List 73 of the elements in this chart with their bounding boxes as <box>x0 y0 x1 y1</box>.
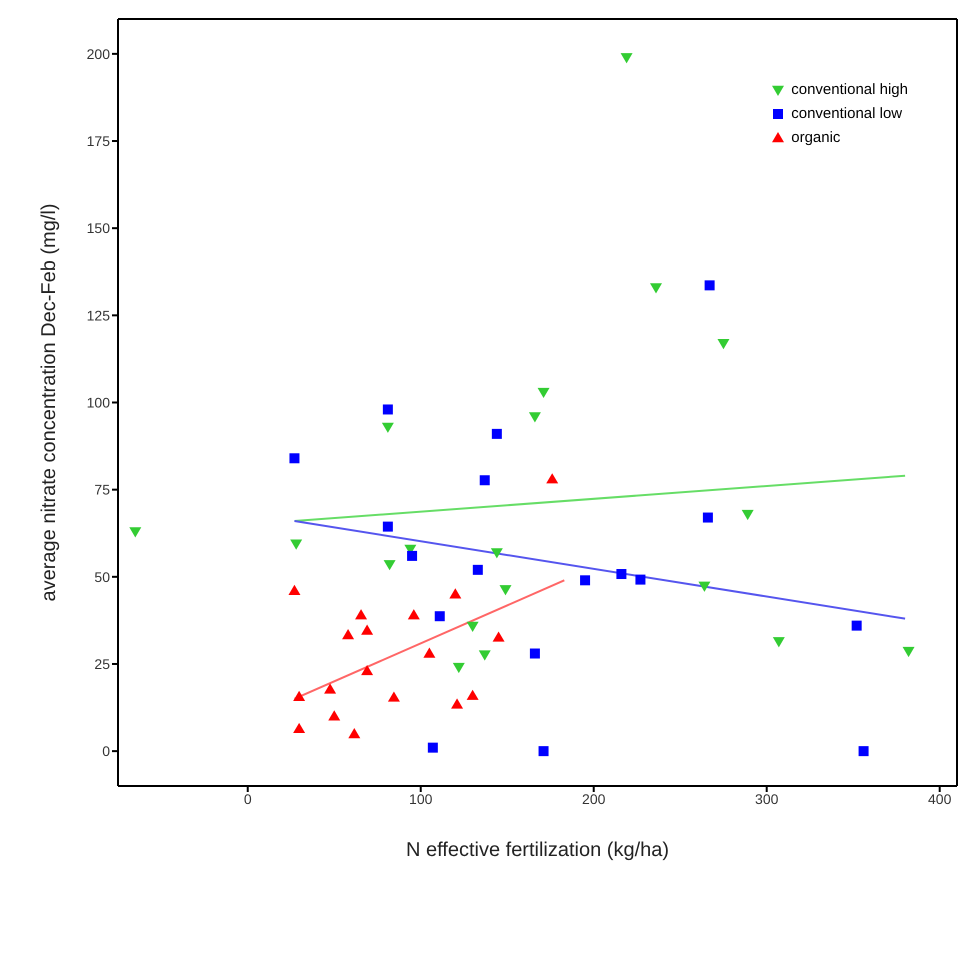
point <box>858 746 869 756</box>
point <box>452 662 465 674</box>
point <box>635 574 646 585</box>
x-axis-title: N effective fertilization (kg/ha) <box>406 839 670 861</box>
point <box>290 540 302 550</box>
point <box>423 648 436 658</box>
point <box>408 609 420 620</box>
point <box>342 629 354 640</box>
y-tick-label: 25 <box>94 656 110 672</box>
point <box>499 585 512 596</box>
point <box>902 646 915 658</box>
point <box>528 412 541 422</box>
point <box>492 631 505 642</box>
point <box>293 690 306 701</box>
point <box>382 422 394 433</box>
point <box>546 473 558 484</box>
y-tick-label: 125 <box>86 307 110 324</box>
point <box>472 564 483 575</box>
point <box>538 746 549 756</box>
point <box>620 53 633 64</box>
point <box>293 722 306 734</box>
point <box>466 622 479 632</box>
y-tick-label: 0 <box>102 743 110 760</box>
y-tick-label: 200 <box>86 46 110 62</box>
point <box>407 550 418 561</box>
y-axis-title: average nitrate concentration Dec-Feb (mg/l) <box>38 204 60 602</box>
x-tick-label: 300 <box>755 790 779 807</box>
point <box>717 339 730 350</box>
point <box>492 428 502 439</box>
point <box>384 560 396 570</box>
point <box>478 650 491 661</box>
point <box>361 624 374 635</box>
point <box>428 742 438 753</box>
point <box>490 548 503 558</box>
legend-label: conventional high <box>791 80 908 100</box>
point <box>704 280 715 290</box>
point <box>480 475 490 486</box>
point <box>772 637 785 648</box>
legend-label: organic <box>791 128 840 148</box>
point <box>451 698 464 709</box>
y-tick-label: 150 <box>86 220 110 236</box>
x-tick-label: 400 <box>928 790 952 807</box>
point <box>355 609 368 620</box>
point <box>382 522 393 532</box>
point <box>449 588 462 598</box>
y-tick-label: 175 <box>86 132 110 149</box>
point <box>616 569 626 580</box>
y-tick-label: 50 <box>94 568 110 585</box>
legend-label: conventional low <box>791 104 902 124</box>
point <box>288 584 300 595</box>
point <box>289 453 300 464</box>
point <box>466 690 479 700</box>
point <box>530 648 540 659</box>
point <box>698 582 710 592</box>
x-tick-label: 200 <box>582 790 606 807</box>
point <box>348 728 360 738</box>
x-tick-label: 0 <box>244 790 252 807</box>
point <box>650 283 662 294</box>
point <box>742 510 754 520</box>
point <box>388 691 400 702</box>
point <box>129 527 142 538</box>
point <box>382 404 393 414</box>
point <box>538 388 550 398</box>
point <box>324 683 336 694</box>
point <box>580 575 590 586</box>
point <box>328 710 340 720</box>
y-tick-label: 100 <box>86 394 110 410</box>
y-tick-label: 75 <box>94 482 110 498</box>
point <box>434 611 445 622</box>
point <box>361 664 374 676</box>
x-tick-label: 100 <box>409 790 433 807</box>
point <box>852 620 862 631</box>
point <box>702 512 713 523</box>
